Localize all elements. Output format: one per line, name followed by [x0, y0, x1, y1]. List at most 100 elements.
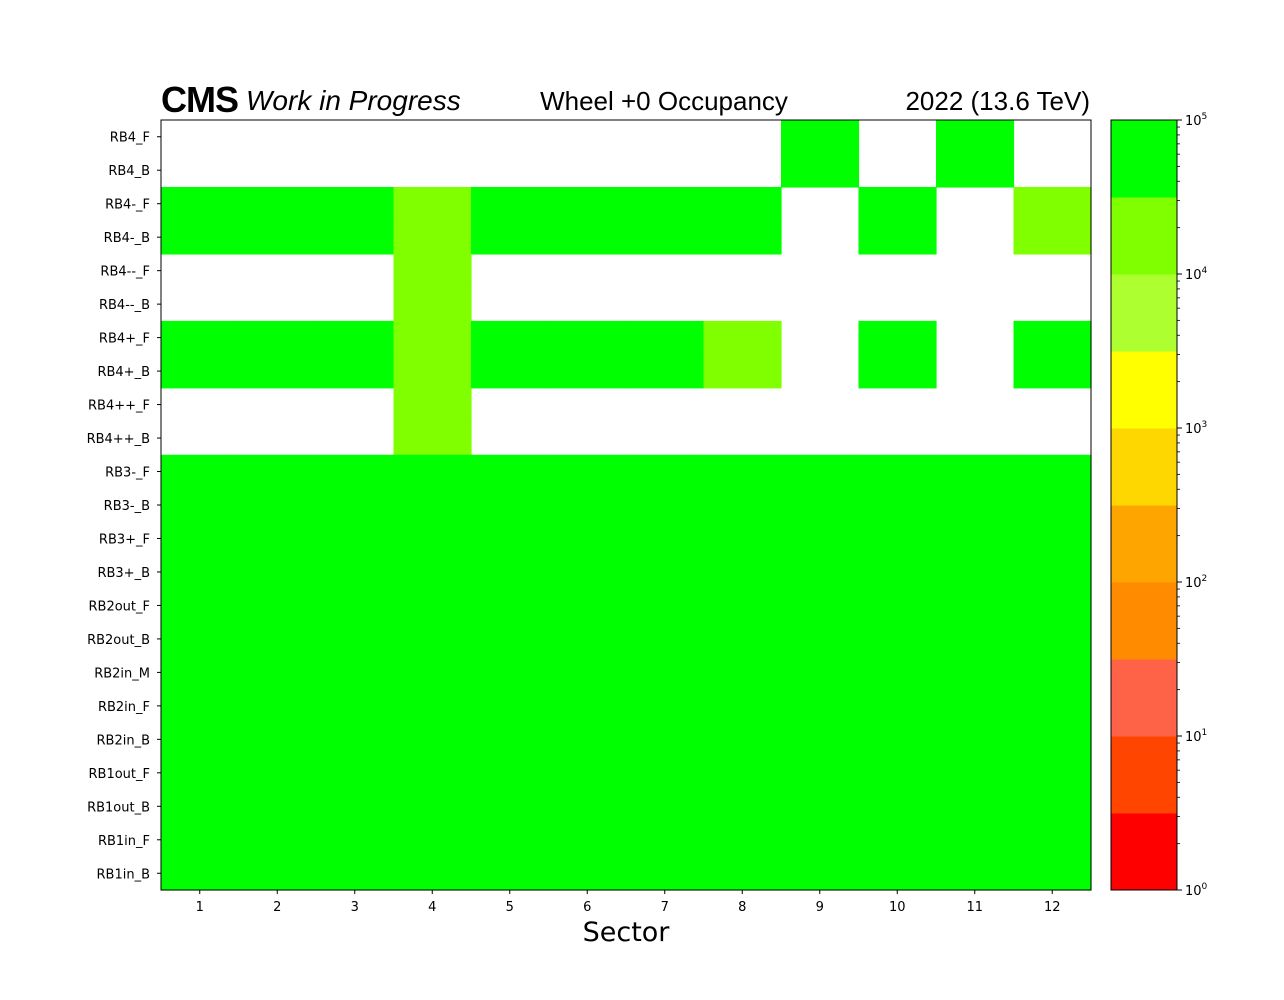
heatmap-cell-RB3-_F-sector-9 [781, 454, 860, 489]
heatmap-cell-RB2in_M-sector-9 [781, 655, 860, 690]
heatmap-cell-RB4--_F-sector-4 [393, 253, 472, 288]
heatmap-cell-RB4-_F-sector-2 [238, 186, 317, 222]
heatmap-cell-RB2out_F-sector-8 [703, 588, 782, 623]
heatmap-cell-RB4-_F-sector-6 [548, 186, 627, 222]
heatmap-cell-RB1out_F-sector-9 [781, 756, 860, 791]
heatmap-cell-RB4-_B-sector-2 [238, 220, 317, 255]
heatmap-cell-RB3+_B-sector-11 [936, 555, 1015, 590]
colorbar-tick-label: 101 [1185, 728, 1207, 745]
heatmap-cell-RB4+_F-sector-12 [1013, 320, 1092, 355]
heatmap-cell-RB3-_F-sector-7 [626, 454, 705, 489]
y-tick-label: RB1in_F [98, 834, 150, 849]
heatmap-cell-RB2out_B-sector-10 [858, 622, 937, 657]
heatmap-cell-RB3+_F-sector-9 [781, 521, 860, 556]
heatmap-cell-RB3-_B-sector-6 [548, 488, 627, 523]
x-axis-label: Sector [583, 917, 671, 948]
heatmap-cell-RB1in_F-sector-4 [393, 823, 472, 858]
heatmap-cell-RB1in_F-sector-3 [316, 823, 395, 858]
heatmap-cell-RB2in_F-sector-8 [703, 689, 782, 724]
y-tick-label: RB2in_F [98, 700, 150, 715]
heatmap-cell-RB3+_B-sector-4 [393, 555, 472, 590]
heatmap-cell-RB2in_M-sector-11 [936, 655, 1015, 690]
heatmap-cell-RB4-_B-sector-8 [703, 220, 782, 255]
heatmap-cell-RB2in_F-sector-4 [393, 689, 472, 724]
colorbar-tick-label: 102 [1185, 574, 1207, 591]
heatmap-cell-RB1out_F-sector-4 [393, 756, 472, 791]
heatmap-cell-RB2out_B-sector-6 [548, 622, 627, 657]
heatmap-cell-RB1out_B-sector-2 [238, 789, 317, 824]
heatmap-cell-RB4+_B-sector-6 [548, 354, 627, 389]
y-tick-label: RB4_B [108, 164, 150, 179]
heatmap-cell-RB2in_F-sector-3 [316, 689, 395, 724]
colorbar-tick-label: 100 [1185, 882, 1208, 899]
x-tick-label: 5 [506, 900, 514, 915]
x-tick-label: 10 [889, 900, 906, 915]
heatmap-cell-RB2out_F-sector-11 [936, 588, 1015, 623]
heatmap-cell-RB1in_B-sector-1 [161, 856, 240, 891]
heatmap-cell-RB2out_B-sector-2 [238, 622, 317, 657]
heatmap-cell-RB3-_F-sector-3 [316, 454, 395, 489]
heatmap-cell-RB3+_F-sector-10 [858, 521, 937, 556]
heatmap-cell-RB3-_F-sector-12 [1013, 454, 1092, 489]
heatmap-cell-RB1in_B-sector-12 [1013, 856, 1092, 891]
heatmap-cell-RB4+_F-sector-5 [471, 320, 550, 355]
heatmap-cell-RB4++_F-sector-4 [393, 387, 472, 422]
heatmap-cell-RB2out_B-sector-5 [471, 622, 550, 657]
colorbar-bin [1111, 428, 1177, 506]
heatmap-cell-RB2in_M-sector-2 [238, 655, 317, 690]
colorbar-bin [1111, 351, 1177, 429]
heatmap-cell-RB1in_F-sector-9 [781, 823, 860, 858]
heatmap-cell-RB4+_F-sector-3 [316, 320, 395, 355]
colorbar-bin [1111, 120, 1177, 198]
heatmap-cell-RB1out_B-sector-7 [626, 789, 705, 824]
heatmap-cell-RB1in_F-sector-5 [471, 823, 550, 858]
heatmap-cell-RB4+_F-sector-10 [858, 320, 937, 355]
heatmap-cell-RB3+_F-sector-1 [161, 521, 240, 556]
heatmap-cell-RB3+_F-sector-3 [316, 521, 395, 556]
heatmap-cell-RB1in_B-sector-8 [703, 856, 782, 891]
heatmap-cell-RB1out_F-sector-1 [161, 756, 240, 791]
heatmap-cell-RB1in_F-sector-6 [548, 823, 627, 858]
heatmap-cell-RB2out_F-sector-12 [1013, 588, 1092, 623]
heatmap-cell-RB2in_F-sector-1 [161, 689, 240, 724]
x-tick-label: 2 [273, 900, 281, 915]
heatmap-cell-RB4-_F-sector-3 [316, 186, 395, 222]
heatmap-cell-RB4-_F-sector-10 [858, 186, 937, 222]
heatmap-cell-RB2out_B-sector-8 [703, 622, 782, 657]
heatmap-cell-RB2out_F-sector-7 [626, 588, 705, 623]
heatmap-cell-RB1out_B-sector-6 [548, 789, 627, 824]
heatmap-cell-RB3+_F-sector-11 [936, 521, 1015, 556]
colorbar: 100 101 102 103 104 105 [1110, 112, 1208, 899]
heatmap-cell-RB4+_F-sector-4 [393, 320, 472, 355]
heatmap-cell-RB3-_F-sector-11 [936, 454, 1015, 489]
heatmap-cell-RB3-_F-sector-1 [161, 454, 240, 489]
heatmap-cell-RB3+_B-sector-10 [858, 555, 937, 590]
heatmap-cell-RB4_B-sector-11 [936, 153, 1015, 188]
heatmap-cell-RB1out_B-sector-9 [781, 789, 860, 824]
heatmap-cell-RB2in_F-sector-12 [1013, 689, 1092, 724]
heatmap-cell-RB4+_B-sector-8 [703, 354, 782, 389]
heatmap-cell-RB1in_F-sector-11 [936, 823, 1015, 858]
heatmap-cell-RB3+_B-sector-6 [548, 555, 627, 590]
heatmap-cell-RB2in_B-sector-6 [548, 722, 627, 757]
heatmap-cell-RB2in_F-sector-5 [471, 689, 550, 724]
heatmap-cell-RB3-_B-sector-5 [471, 488, 550, 523]
heatmap-cell-RB1in_B-sector-2 [238, 856, 317, 891]
heatmap-cell-RB1in_B-sector-9 [781, 856, 860, 891]
heatmap-cell-RB1out_B-sector-4 [393, 789, 472, 824]
heatmap-cell-RB4+_B-sector-4 [393, 354, 472, 389]
heatmap-cell-RB2in_M-sector-1 [161, 655, 240, 690]
heatmap-cell-RB4+_F-sector-6 [548, 320, 627, 355]
y-tick-label: RB3+_B [97, 566, 150, 581]
colorbar-frame [1110, 119, 1178, 891]
heatmap-cell-RB2in_F-sector-6 [548, 689, 627, 724]
heatmap-cell-RB4+_B-sector-3 [316, 354, 395, 389]
heatmap-cell-RB4-_B-sector-1 [161, 220, 240, 255]
heatmap-cell-RB2in_M-sector-7 [626, 655, 705, 690]
heatmap-cell-RB2in_M-sector-3 [316, 655, 395, 690]
heatmap-cell-RB4+_F-sector-8 [703, 320, 782, 355]
x-tick-label: 8 [738, 900, 746, 915]
y-tick-label: RB2out_B [87, 633, 150, 648]
heatmap-cell-RB4-_F-sector-8 [703, 186, 782, 222]
heatmap-cell-RB2in_B-sector-10 [858, 722, 937, 757]
